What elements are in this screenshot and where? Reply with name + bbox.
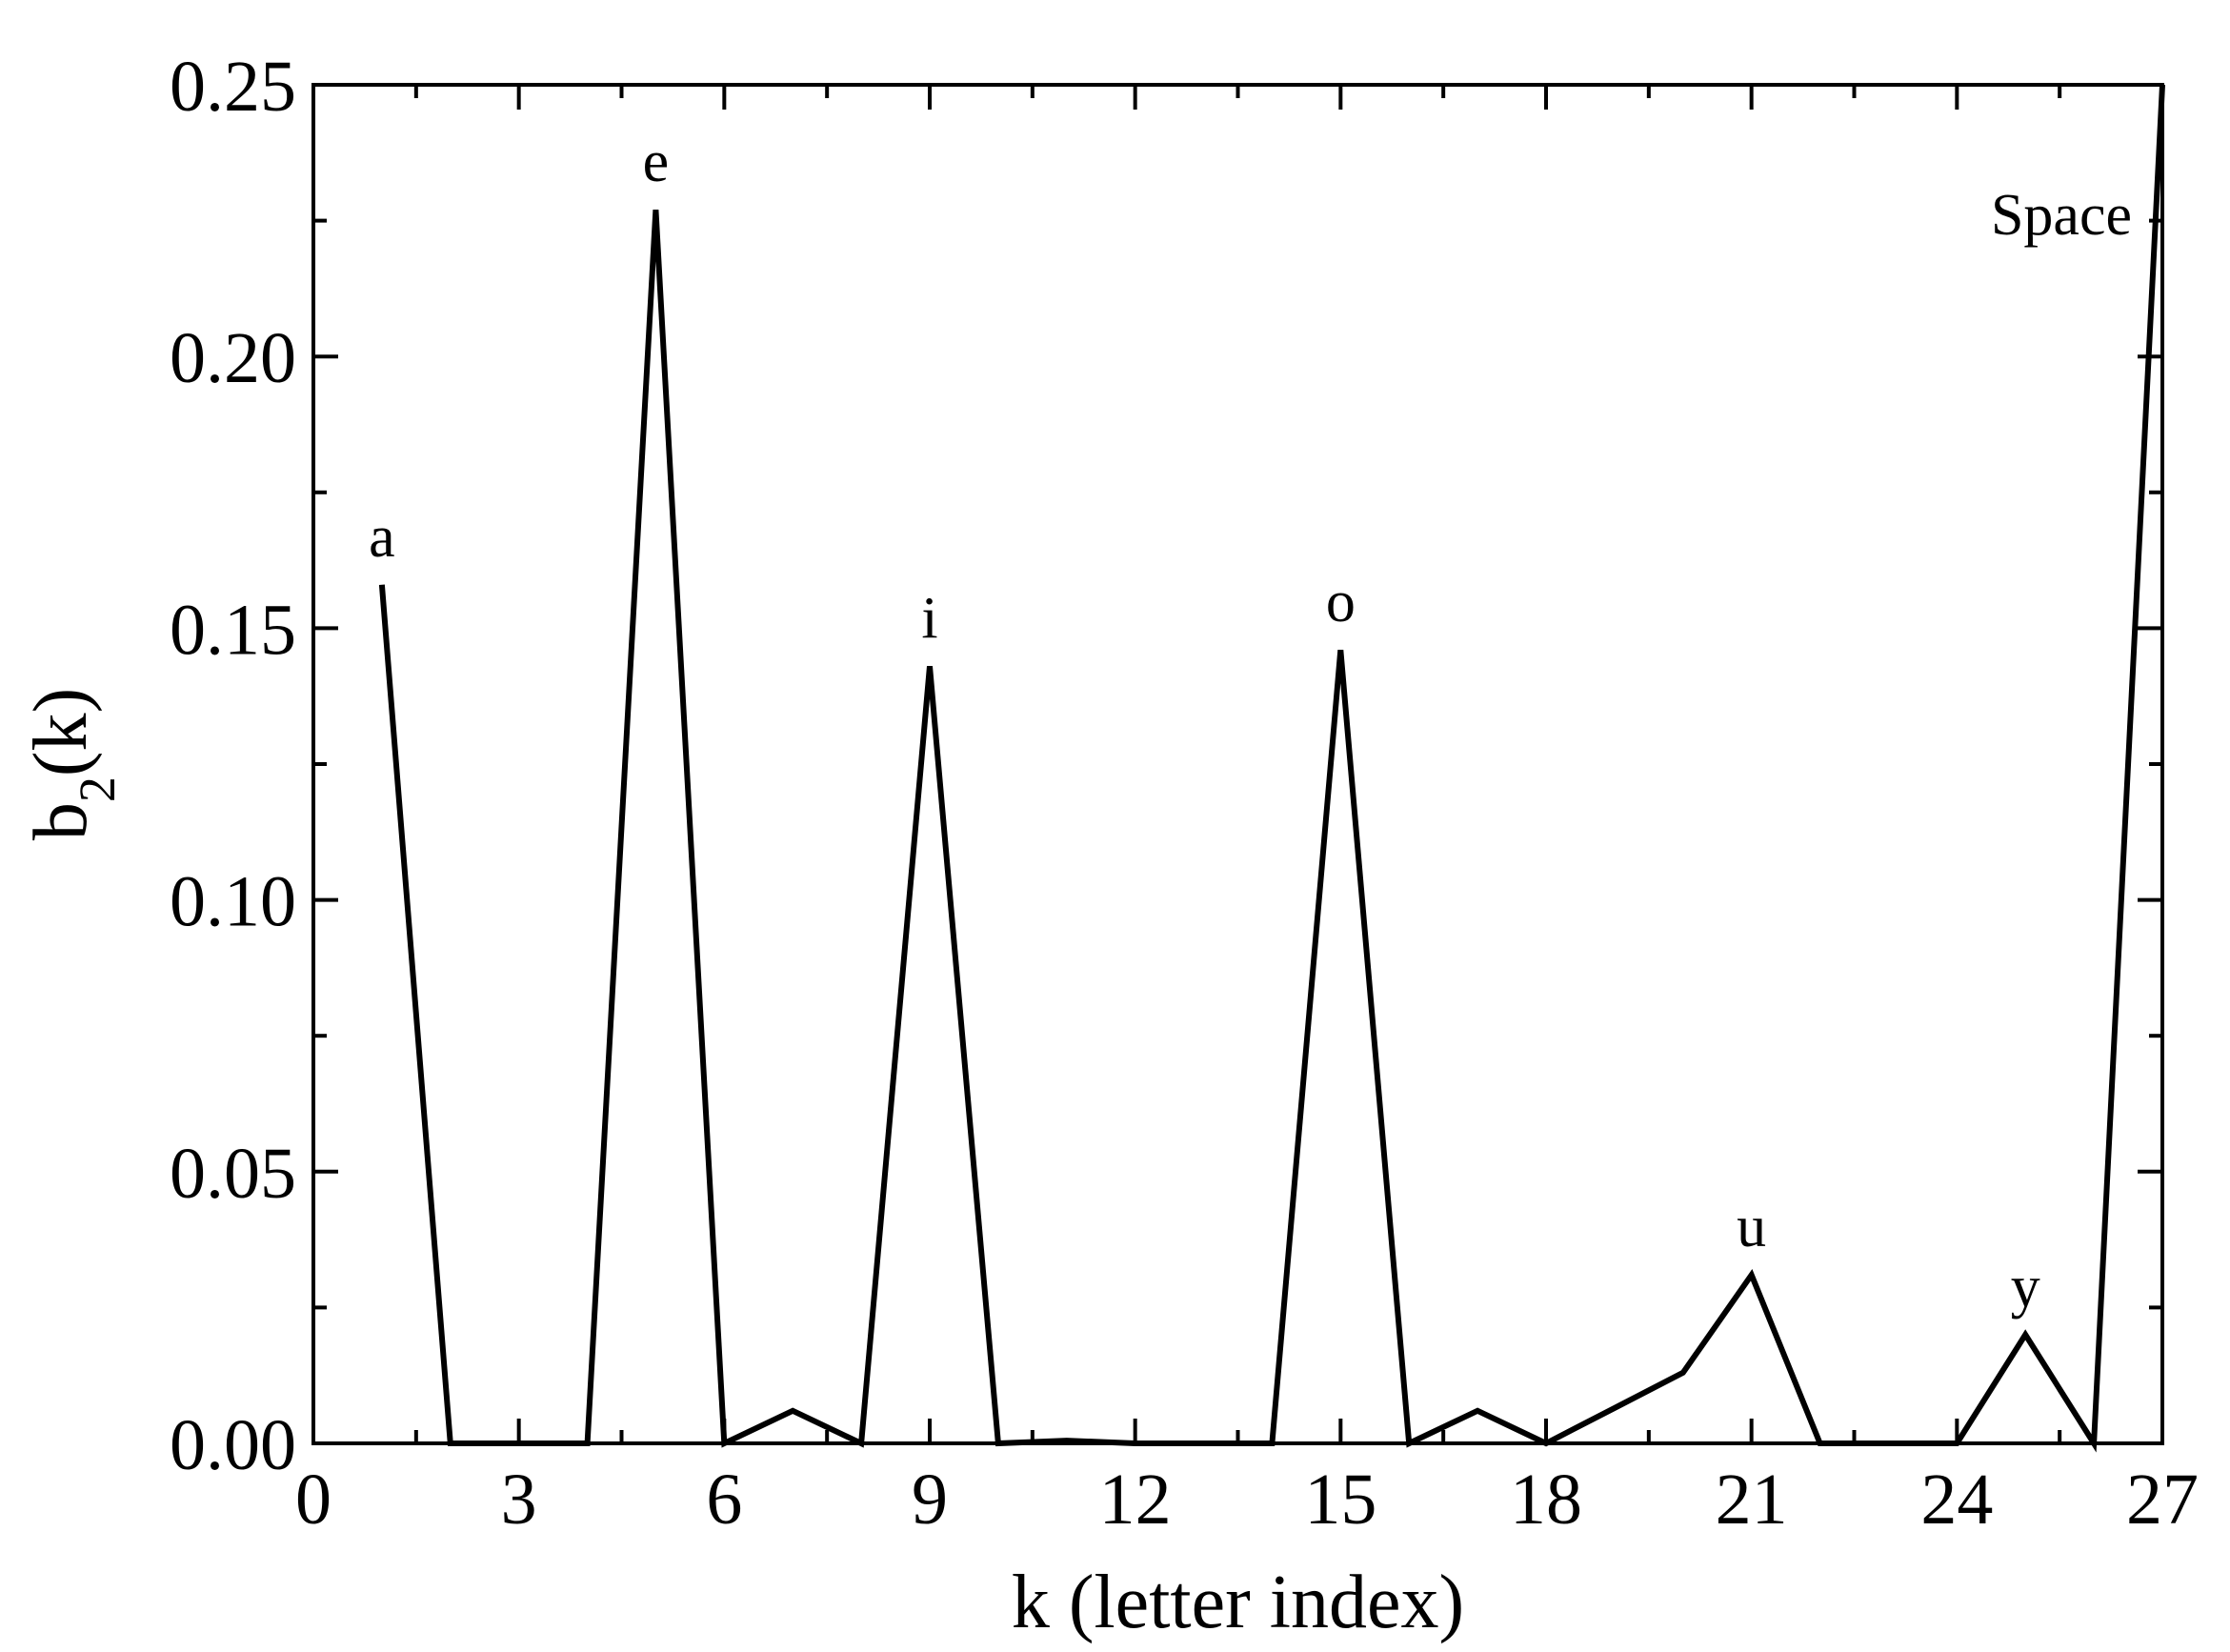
annotation-o: o bbox=[1326, 570, 1356, 635]
y-axis-title-main: b bbox=[19, 802, 103, 840]
x-tick-label: 9 bbox=[912, 1460, 948, 1540]
annotation-u: u bbox=[1737, 1195, 1766, 1259]
y-tick-label: 0.00 bbox=[170, 1405, 296, 1485]
x-tick-labels: 0 3 6 9 12 15 18 21 24 27 bbox=[295, 1460, 2199, 1540]
x-tick-label: 6 bbox=[706, 1460, 742, 1540]
x-tick-label: 24 bbox=[1920, 1460, 1993, 1540]
axis-ticks bbox=[311, 83, 2164, 1445]
x-tick-label: 12 bbox=[1099, 1460, 1172, 1540]
annotation-a: a bbox=[369, 505, 395, 570]
annotation-e: e bbox=[643, 130, 670, 194]
y-tick-label: 0.05 bbox=[170, 1134, 296, 1214]
y-tick-label: 0.10 bbox=[170, 862, 296, 942]
x-tick-label: 21 bbox=[1716, 1460, 1788, 1540]
annotation-space: Space bbox=[1991, 183, 2132, 248]
x-axis-title: k (letter index) bbox=[1012, 1561, 1464, 1644]
y-tick-label: 0.25 bbox=[170, 47, 296, 127]
y-axis-title-subscript: 2 bbox=[69, 776, 126, 802]
x-tick-label: 15 bbox=[1304, 1460, 1376, 1540]
annotation-y: y bbox=[2011, 1255, 2040, 1320]
series-line bbox=[378, 84, 2165, 1453]
annotation-i: i bbox=[921, 586, 937, 651]
y-axis-title: b2(k) bbox=[19, 688, 126, 840]
y-tick-labels: 0.00 0.05 0.10 0.15 0.20 0.25 bbox=[170, 47, 296, 1485]
x-tick-label: 27 bbox=[2126, 1460, 2199, 1540]
y-tick-label: 0.20 bbox=[170, 318, 296, 398]
y-axis-title-tail: (k) bbox=[19, 688, 103, 776]
peak-annotations: a e i o u y Space bbox=[369, 130, 2132, 1320]
x-tick-label: 3 bbox=[501, 1460, 537, 1540]
x-tick-label: 18 bbox=[1510, 1460, 1582, 1540]
x-tick-label: 0 bbox=[295, 1460, 331, 1540]
y-tick-label: 0.15 bbox=[170, 590, 296, 670]
plot-frame bbox=[311, 83, 2164, 1445]
